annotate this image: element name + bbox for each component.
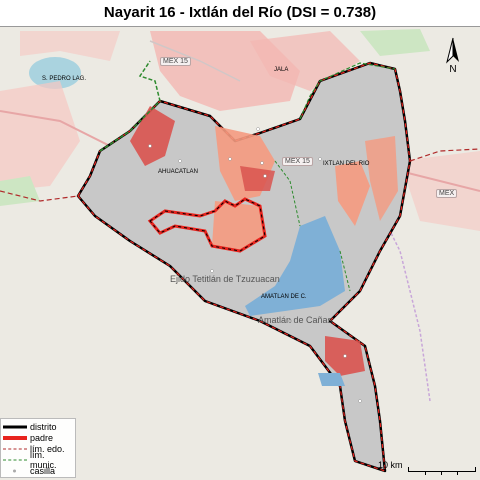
north-label: N	[449, 64, 457, 75]
legend-item-padre: padre	[3, 432, 73, 443]
section-red-center	[240, 166, 275, 191]
road-north	[149, 40, 241, 82]
label-amatlan: AMATLAN DE C.	[261, 294, 307, 300]
municipal-limit	[299, 62, 396, 120]
north-arrow: N	[441, 36, 465, 80]
municipal-limit	[99, 60, 161, 152]
scale-tick	[441, 471, 442, 475]
legend-label: lím. munic.	[30, 449, 57, 470]
municipal-limit	[339, 250, 351, 292]
section-orange-south	[212, 201, 265, 251]
legend-item-casilla: casilla	[3, 465, 73, 476]
section-blue-amatlan	[245, 216, 345, 316]
label-ahuacatlan: AHUACATLAN	[158, 169, 198, 175]
map-title: Nayarit 16 - Ixtlán del Río (DSI = 0.738…	[103, 4, 377, 21]
padre-boundary	[77, 62, 411, 472]
label-jala: JALA	[274, 67, 289, 73]
state-limit	[0, 190, 79, 202]
section-red-west	[130, 106, 175, 166]
state-limit	[409, 148, 480, 162]
legend-item-edo: lím. edo.	[3, 443, 73, 454]
label-amatlan-town: Amatlán de Cañas	[258, 315, 333, 325]
road-shield-mex15-north: MEX 15	[160, 57, 191, 66]
legend-item-distrito: distrito	[3, 421, 73, 432]
map-svg	[0, 27, 480, 480]
legend-label: lím. edo.	[30, 443, 65, 454]
road-shield-mex15-mid: MEX 15	[282, 157, 313, 166]
legend-label: padre	[30, 432, 54, 443]
label-ejido: Ejido Tetitlán de Tzuzuacan	[170, 274, 280, 284]
legend-label: distrito	[30, 421, 57, 432]
legend-munic-symbol	[3, 456, 27, 464]
legend-edo-symbol	[3, 445, 27, 453]
northwest-municipality-area	[20, 31, 120, 61]
vegetation-patch	[0, 176, 40, 206]
legend-item-munic: lím. munic.	[3, 450, 73, 470]
label-ixtlan: IXTLAN DEL RIO	[323, 161, 370, 167]
north-arrow-icon	[446, 37, 459, 64]
scale-tick	[457, 471, 458, 475]
legend-label: casilla	[30, 465, 56, 476]
district-inner-boundary	[149, 198, 266, 252]
legend-casilla-symbol	[3, 467, 27, 475]
legend-padre-symbol	[3, 434, 27, 442]
map-legend: distrito padre lím. edo. lím. munic. cas…	[0, 418, 76, 478]
scale-tick	[425, 471, 426, 475]
road-shield-mex-east: MEX	[436, 189, 458, 198]
legend-distrito-symbol	[3, 423, 27, 431]
vegetation-patch	[360, 29, 430, 56]
lagoon-water	[29, 57, 81, 89]
scale-label: 10 km	[378, 460, 403, 470]
scale-bar: 10 km	[378, 460, 478, 476]
section-blue-south	[318, 373, 345, 386]
map-canvas[interactable]: MEX 15 MEX 15 MEX AHUACATLAN IXTLAN DEL …	[0, 26, 480, 480]
scale-line	[408, 467, 476, 475]
municipal-limit	[274, 160, 301, 227]
label-san-pedro: S. PEDRO LAG.	[42, 76, 87, 82]
west-municipality-area	[0, 81, 80, 191]
section-orange-east	[335, 161, 370, 226]
section-orange-east2	[365, 136, 398, 221]
